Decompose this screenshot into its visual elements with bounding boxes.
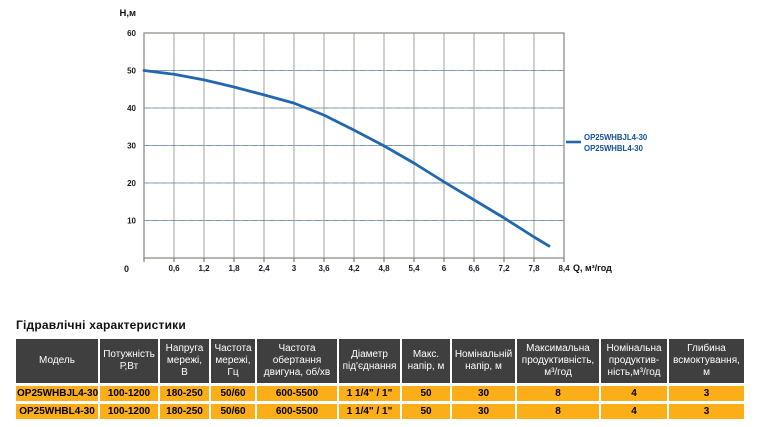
table-cell: 100-1200 xyxy=(100,404,158,419)
table-cell: 1 1/4" / 1" xyxy=(339,404,400,419)
table-cell: 8 xyxy=(517,404,599,419)
table-header-cell-9: Номінальна продуктив- ність,м³/год xyxy=(601,339,667,383)
x-tick-label: 7,2 xyxy=(498,264,510,273)
y-tick-label: 10 xyxy=(127,217,136,226)
x-tick-label: 8,4 xyxy=(558,264,570,273)
table-header-cell-4: Частота обертання двигуна, об/хв xyxy=(257,339,337,383)
x-tick-label: 7,8 xyxy=(528,264,540,273)
model-cell: OP25WHBL4-30 xyxy=(16,404,98,419)
x-tick-label: 3 xyxy=(292,264,297,273)
table-header-cell-3: Частота мережі, Гц xyxy=(211,339,255,383)
performance-chart: 60 50 40 30 20 10 0 0,6 1,2 1,8 2,4 3 3,6 4,2 4,8 5,4 6 6… xyxy=(119,8,648,274)
x-tick-label: 1,8 xyxy=(228,264,240,273)
table-header-cell-8: Максимальна продуктивність, м³/год xyxy=(517,339,599,383)
table-cell: 3 xyxy=(669,404,744,419)
table-cell: 600-5500 xyxy=(257,386,337,401)
y-tick-label: 60 xyxy=(127,29,136,38)
y-tick-label: 50 xyxy=(127,67,136,76)
table-cell: 50/60 xyxy=(211,386,255,401)
table-header-row: Модель Потужність Р,Вт Напруга мережі, В Ча… xyxy=(16,339,744,383)
y-axis-title: H,м xyxy=(119,8,136,19)
x-tick-label: 4,8 xyxy=(378,264,390,273)
table-header-cell-1: Потужність Р,Вт xyxy=(100,339,158,383)
table-cell: 180-250 xyxy=(160,404,209,419)
x-tick-label: 4,2 xyxy=(348,264,360,273)
table-title: Гідравлічні характеристики xyxy=(16,318,186,332)
table-cell: 4 xyxy=(601,386,667,401)
table-cell: 30 xyxy=(452,386,515,401)
table-row-0: OP25WHBJL4-30 100-1200 180-250 50/60 600-550… xyxy=(16,386,744,401)
model-cell: OP25WHBJL4-30 xyxy=(16,386,98,401)
table-cell: 3 xyxy=(669,386,744,401)
table-cell: 50 xyxy=(402,404,450,419)
legend-label-op25whbl4-30: OP25WHBL4-30 xyxy=(584,144,644,153)
table-cell: 50/60 xyxy=(211,404,255,419)
table-cell: 600-5500 xyxy=(257,404,337,419)
table-cell: 180-250 xyxy=(160,386,209,401)
y-tick-label: 20 xyxy=(127,179,136,188)
table-header-cell-6: Макс. напір, м xyxy=(402,339,450,383)
x-tick-label: 2,4 xyxy=(258,264,270,273)
hydraulic-characteristics-section: Гідравлічні характеристики Модель Потужні… xyxy=(14,318,754,422)
table-cell: 1 1/4" / 1" xyxy=(339,386,400,401)
table-cell: 100-1200 xyxy=(100,386,158,401)
x-tick-label: 3,6 xyxy=(318,264,330,273)
table-header-cell-0: Модель xyxy=(16,339,98,383)
y-tick-label: 40 xyxy=(127,104,136,113)
pump-curve-chart: 60 50 40 30 20 10 0 0,6 1,2 1,8 2,4 3 3,6 4,2 4,8 5,4 6 6… xyxy=(119,8,648,274)
legend-label-op25whbjl4-30: OP25WHBJL4-30 xyxy=(584,133,648,142)
table-cell: 4 xyxy=(601,404,667,419)
pump-curve xyxy=(142,69,551,248)
x-tick-label: 6 xyxy=(442,264,447,273)
y-tick-label: 30 xyxy=(127,142,136,151)
x-tick-label: 0,6 xyxy=(168,264,180,273)
hydraulic-characteristics-table: Модель Потужність Р,Вт Напруга мережі, В Ча… xyxy=(14,336,746,422)
x-tick-label: 5,4 xyxy=(408,264,420,273)
origin-label: 0 xyxy=(124,264,129,274)
table-row-1: OP25WHBL4-30 100-1200 180-250 50/60 600-5500… xyxy=(16,404,744,419)
table-header-cell-2: Напруга мережі, В xyxy=(160,339,209,383)
table-cell: 30 xyxy=(452,404,515,419)
table-header-cell-10: Глибина всмоктування, м xyxy=(669,339,744,383)
table-header-cell-7: Номінальній напір, м xyxy=(452,339,515,383)
table-cell: 50 xyxy=(402,386,450,401)
table-cell: 8 xyxy=(517,386,599,401)
x-axis-title: Q, м³/год xyxy=(573,263,612,273)
x-tick-label: 6,6 xyxy=(468,264,480,273)
x-tick-label: 1,2 xyxy=(198,264,210,273)
table-header-cell-5: Діаметр під'єднання xyxy=(339,339,400,383)
